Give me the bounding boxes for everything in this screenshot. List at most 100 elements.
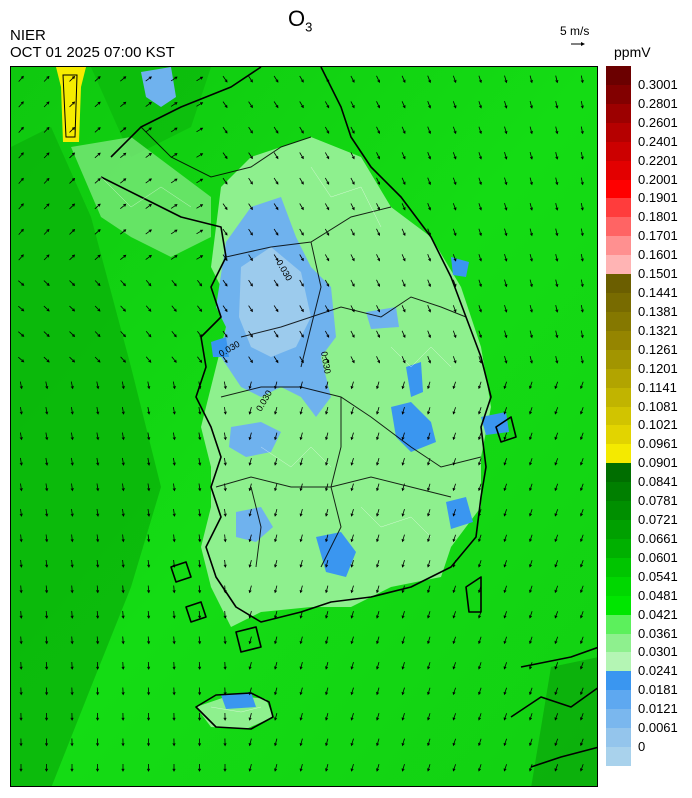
wind-arrow-head-icon xyxy=(555,258,559,262)
wind-arrow-head-icon xyxy=(529,283,533,288)
wind-arrow-head-icon xyxy=(452,564,456,568)
wind-arrow-icon xyxy=(529,611,533,618)
wind-arrow-head-icon xyxy=(452,717,456,721)
wind-arrow-icon xyxy=(427,305,431,312)
wind-arrow-head-icon xyxy=(376,640,380,645)
wind-arrow-icon xyxy=(147,534,150,542)
wind-arrow-head-icon xyxy=(504,181,508,186)
wind-arrow-head-icon xyxy=(503,589,507,594)
legend-swatch xyxy=(606,66,631,86)
wind-arrow-head-icon xyxy=(427,717,431,721)
wind-arrow-head-icon xyxy=(19,487,23,492)
wind-arrow-icon xyxy=(376,559,380,568)
wind-arrow-icon xyxy=(427,560,431,567)
wind-arrow-head-icon xyxy=(529,258,533,262)
wind-arrow-icon xyxy=(45,432,48,440)
wind-arrow-head-icon xyxy=(19,666,23,670)
wind-arrow-head-icon xyxy=(70,641,74,645)
wind-arrow-head-icon xyxy=(427,666,431,670)
wind-arrow-head-icon xyxy=(224,283,228,287)
wind-arrow-icon xyxy=(350,228,355,236)
wind-arrow-head-icon xyxy=(479,360,482,364)
wind-arrow-icon xyxy=(350,305,355,312)
wind-arrow-head-icon xyxy=(121,564,125,568)
agency-label: NIER xyxy=(10,27,46,44)
wind-arrow-icon xyxy=(171,280,177,286)
wind-arrow-icon xyxy=(121,381,125,389)
wind-arrow-icon xyxy=(376,508,380,517)
legend-label: 0.1381 xyxy=(638,303,678,319)
wind-arrow-head-icon xyxy=(250,130,253,134)
wind-arrow-icon xyxy=(300,712,303,721)
wind-arrow-icon xyxy=(173,407,175,414)
wind-arrow-icon xyxy=(170,76,178,82)
wind-arrow-icon xyxy=(504,713,507,720)
wind-arrow-icon xyxy=(120,356,126,363)
wind-arrow-head-icon xyxy=(580,207,584,211)
wind-arrow-icon xyxy=(478,636,482,644)
wind-arrow-icon xyxy=(173,432,175,440)
wind-arrow-head-icon xyxy=(148,334,152,338)
wind-arrow-head-icon xyxy=(478,589,481,594)
wind-arrow-icon xyxy=(401,279,406,287)
wind-arrow-head-icon xyxy=(427,564,431,568)
wind-arrow-head-icon xyxy=(401,742,405,747)
wind-arrow-icon xyxy=(300,483,303,491)
wind-arrow-icon xyxy=(427,764,431,771)
wind-arrow-head-icon xyxy=(224,257,228,262)
wind-arrow-head-icon xyxy=(46,101,50,105)
wind-arrow-icon xyxy=(20,457,22,466)
wind-arrow-head-icon xyxy=(428,207,431,211)
wind-arrow-head-icon xyxy=(46,203,50,207)
wind-arrow-icon xyxy=(299,101,304,108)
wind-arrow-icon xyxy=(478,483,482,491)
wind-arrow-icon xyxy=(427,101,431,108)
wind-arrow-icon xyxy=(20,432,22,440)
wind-arrow-head-icon xyxy=(478,513,481,517)
wind-arrow-head-icon xyxy=(19,641,23,645)
wind-arrow-icon xyxy=(402,610,405,619)
wind-reference-label: 5 m/s xyxy=(560,24,590,38)
wind-arrow-head-icon xyxy=(147,385,151,390)
wind-arrow-head-icon xyxy=(299,513,303,517)
wind-arrow-head-icon xyxy=(402,207,406,211)
wind-arrow-icon xyxy=(580,381,584,389)
wind-arrow-icon xyxy=(555,254,558,261)
wind-arrow-head-icon xyxy=(44,717,49,721)
wind-arrow-head-icon xyxy=(19,590,23,594)
wind-arrow-head-icon xyxy=(21,359,25,363)
wind-arrow-head-icon xyxy=(580,309,584,313)
wind-arrow-icon xyxy=(224,508,226,517)
wind-arrow-head-icon xyxy=(503,538,507,543)
wind-arrow-head-icon xyxy=(529,334,533,339)
wind-arrow-head-icon xyxy=(453,258,457,262)
wind-arrow-icon xyxy=(173,610,175,619)
wind-arrow-head-icon xyxy=(199,204,204,208)
wind-arrow-head-icon xyxy=(555,207,559,211)
wind-arrow-head-icon xyxy=(197,768,202,772)
wind-arrow-head-icon xyxy=(147,590,151,594)
wind-arrow-head-icon xyxy=(97,203,101,207)
wind-arrow-head-icon xyxy=(554,538,558,543)
wind-arrow-head-icon xyxy=(97,229,101,233)
wind-arrow-head-icon xyxy=(173,308,177,312)
wind-arrow-head-icon xyxy=(452,589,456,594)
legend-swatch xyxy=(606,501,631,521)
wind-arrow-head-icon xyxy=(504,156,508,160)
wind-arrow-icon xyxy=(222,254,228,261)
wind-arrow-head-icon xyxy=(274,487,278,492)
wind-arrow-head-icon xyxy=(401,538,405,543)
wind-arrow-head-icon xyxy=(45,692,49,696)
wind-arrow-head-icon xyxy=(529,589,532,594)
wind-arrow-icon xyxy=(453,585,456,593)
wind-arrow-head-icon xyxy=(478,436,481,441)
wind-arrow-icon xyxy=(351,483,354,491)
wind-arrow-head-icon xyxy=(300,155,304,160)
wind-arrow-head-icon xyxy=(580,462,583,466)
wind-arrow-head-icon xyxy=(46,333,50,337)
wind-arrow-icon xyxy=(427,662,431,669)
wind-arrow-icon xyxy=(580,203,584,210)
wind-arrow-icon xyxy=(504,738,507,746)
wind-arrow-head-icon xyxy=(20,254,24,258)
wind-arrow-icon xyxy=(427,152,431,159)
